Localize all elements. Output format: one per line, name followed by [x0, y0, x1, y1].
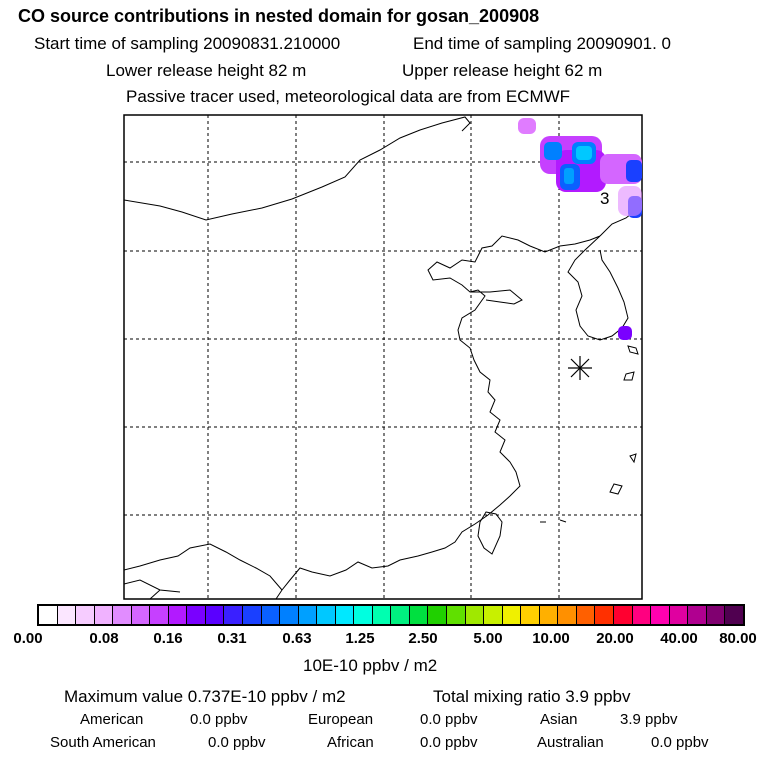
colorbar-segment	[428, 606, 448, 624]
region-name-australian: Australian	[537, 734, 604, 751]
colorbar-segment	[280, 606, 299, 624]
colorbar-segment	[335, 606, 355, 624]
upper-height-label: Upper release height 62 m	[402, 61, 603, 80]
start-time-label: Start time of sampling 20090831.210000	[34, 34, 341, 53]
colorbar-tick-label: 0.08	[89, 630, 119, 647]
colorbar-segment	[131, 606, 151, 624]
colorbar-segment	[484, 606, 503, 624]
colorbar-segment	[150, 606, 169, 624]
region-name-european: European	[308, 711, 374, 728]
colorbar-segment	[521, 606, 540, 624]
colorbar-segment	[261, 606, 281, 624]
region-label: 3	[600, 189, 609, 208]
colorbar	[37, 604, 745, 626]
colorbar-segment	[187, 606, 206, 624]
colorbar-segment	[576, 606, 596, 624]
colorbar-segment	[447, 606, 466, 624]
colorbar-segment	[76, 606, 95, 624]
end-time-label: End time of sampling 20090901. 0	[413, 34, 672, 53]
region-value-american: 0.0 ppbv	[190, 711, 248, 728]
colorbar-tick-label: 0.16	[153, 630, 183, 647]
tracer-note: Passive tracer used, meteorological data…	[126, 87, 571, 106]
colorbar-segment	[224, 606, 244, 624]
coastlines	[123, 116, 643, 600]
colorbar-segment	[243, 606, 262, 624]
region-value-european: 0.0 ppbv	[420, 711, 478, 728]
colorbar-segment	[39, 606, 58, 624]
colorbar-segment	[558, 606, 577, 624]
colorbar-segment	[317, 606, 336, 624]
colorbar-segment	[651, 606, 670, 624]
colorbar-tick-label: 2.50	[408, 630, 438, 647]
colorbar-tick-label: 10.00	[532, 630, 570, 647]
map-graticule	[124, 115, 642, 599]
colorbar-tick-label: 40.00	[660, 630, 698, 647]
colorbar-segment	[595, 606, 614, 624]
region-value-asian: 3.9 ppbv	[620, 711, 678, 728]
plot-title: CO source contributions in nested domain…	[18, 6, 540, 26]
region-name-asian: Asian	[540, 711, 578, 728]
colorbar-segment	[298, 606, 318, 624]
colorbar-segment	[725, 606, 743, 624]
colorbar-tick-label: 0.00	[13, 630, 43, 647]
region-name-american: American	[80, 711, 144, 728]
colorbar-segment	[706, 606, 726, 624]
receptor-marker-icon	[568, 356, 592, 380]
region-value-south-american: 0.0 ppbv	[208, 734, 266, 751]
region-value-african: 0.0 ppbv	[420, 734, 478, 751]
colorbar-segment	[613, 606, 633, 624]
colorbar-segment	[539, 606, 559, 624]
colorbar-segment	[57, 606, 77, 624]
colorbar-segment	[632, 606, 652, 624]
maximum-value: Maximum value 0.737E-10 ppbv / m2	[64, 687, 346, 706]
colorbar-segment	[688, 606, 707, 624]
colorbar-tick-label: 20.00	[596, 630, 634, 647]
colorbar-segment	[372, 606, 392, 624]
total-mixing-ratio: Total mixing ratio 3.9 ppbv	[433, 687, 631, 706]
colorbar-tick-label: 5.00	[473, 630, 503, 647]
lower-height-label: Lower release height 82 m	[106, 61, 307, 80]
colorbar-tick-label: 0.31	[217, 630, 247, 647]
map-frame	[123, 114, 643, 600]
colorbar-segment	[94, 606, 114, 624]
colorbar-units: 10E-10 ppbv / m2	[303, 656, 438, 675]
region-name-south-american: South American	[50, 734, 156, 751]
colorbar-tick-label: 80.00	[719, 630, 757, 647]
colorbar-segment	[669, 606, 689, 624]
colorbar-tick-label: 1.25	[345, 630, 375, 647]
colorbar-segment	[354, 606, 373, 624]
region-value-australian: 0.0 ppbv	[651, 734, 709, 751]
colorbar-segment	[502, 606, 522, 624]
colorbar-segment	[409, 606, 429, 624]
colorbar-segment	[391, 606, 410, 624]
colorbar-segment	[205, 606, 225, 624]
colorbar-segment	[168, 606, 188, 624]
region-name-african: African	[327, 734, 374, 751]
concentration-plume	[518, 118, 642, 340]
map-panel: 3	[123, 114, 643, 600]
colorbar-segment	[465, 606, 485, 624]
colorbar-tick-label: 0.63	[282, 630, 312, 647]
colorbar-segment	[113, 606, 132, 624]
